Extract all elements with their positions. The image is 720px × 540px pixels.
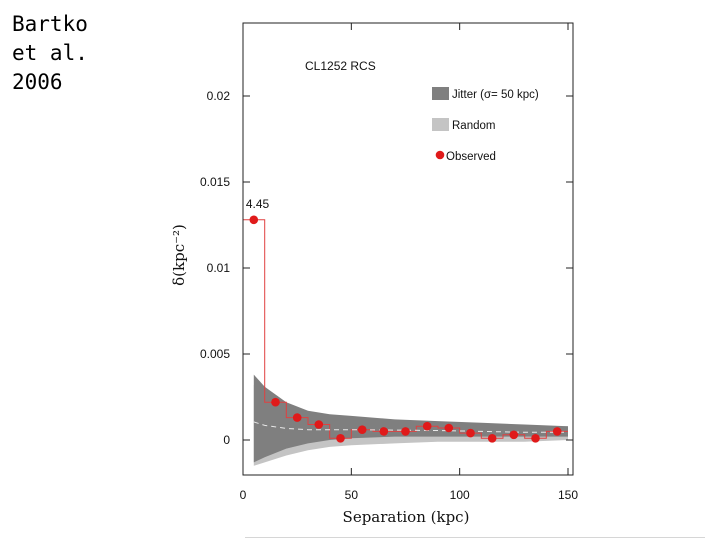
x-tick-label: 50 (345, 488, 359, 502)
chart-title: CL1252 RCS (305, 59, 376, 73)
x-tick-label: 0 (240, 488, 247, 502)
x-tick-label: 150 (558, 488, 578, 502)
y-tick-label: 0.005 (200, 347, 230, 361)
caption-line-authors: Bartko (12, 12, 88, 36)
observed-point (552, 427, 562, 436)
observed-point (444, 423, 454, 433)
legend-label-random: Random (452, 120, 495, 132)
observed-point (531, 434, 540, 443)
observed-point (357, 425, 367, 435)
legend-label-jitter: Jitter (σ= 50 kpc) (452, 89, 539, 101)
legend-swatch-random (432, 118, 449, 131)
plot-frame (242, 22, 574, 476)
observed-point (401, 427, 410, 436)
peak-annotation: 4.45 (246, 197, 270, 211)
observed-point (314, 420, 324, 429)
observed-point (336, 434, 345, 443)
observed-point (249, 215, 259, 225)
legend: Jitter (σ= 50 kpc) Random Observed (432, 87, 539, 163)
slide-caption: Bartko et al. 2006 (12, 10, 142, 97)
y-tick-label: 0.015 (200, 175, 230, 189)
x-tick-label: 100 (450, 488, 470, 502)
caption-line-year: 2006 (12, 70, 63, 94)
observed-point (509, 430, 519, 440)
observed-point (271, 397, 280, 407)
observed-point (466, 428, 475, 438)
observed-point (379, 427, 389, 436)
y-tick-label: 0.01 (207, 261, 231, 275)
y-axis-title: δ(kpc⁻²) (170, 224, 188, 286)
observed-point (292, 413, 302, 422)
y-tick-label: 0.02 (207, 89, 231, 103)
confidence-bands (253, 374, 569, 466)
x-axis-title: Separation (kpc) (343, 508, 470, 526)
observed-points-group (249, 215, 562, 443)
jitter-band (253, 374, 569, 463)
axis-ticks: 0 50 100 150 0 0.005 0.01 0.015 0.02 (200, 23, 578, 502)
observed-point (422, 421, 432, 431)
legend-marker-observed (435, 150, 445, 160)
legend-label-observed: Observed (446, 151, 496, 163)
legend-swatch-jitter (432, 87, 449, 100)
caption-line-etal: et al. (12, 41, 88, 65)
observed-point (487, 434, 497, 443)
y-tick-label: 0 (223, 433, 230, 447)
bottom-divider (245, 537, 705, 538)
